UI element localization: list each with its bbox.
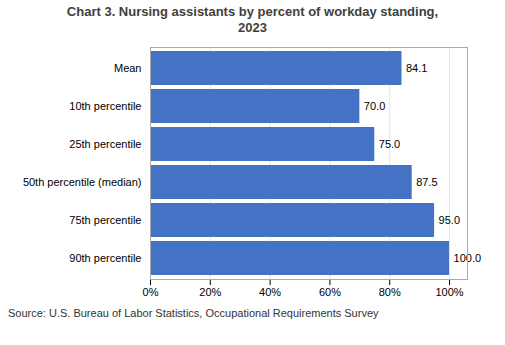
svg-text:84.1: 84.1 — [406, 62, 427, 74]
svg-text:75.0: 75.0 — [379, 138, 400, 150]
svg-text:Mean: Mean — [114, 62, 142, 74]
svg-text:50th percentile (median): 50th percentile (median) — [23, 176, 142, 188]
svg-text:70.0: 70.0 — [364, 100, 385, 112]
svg-text:80%: 80% — [379, 286, 401, 298]
svg-text:25th percentile: 25th percentile — [69, 138, 141, 150]
svg-text:60%: 60% — [319, 286, 341, 298]
svg-text:0%: 0% — [143, 286, 159, 298]
html-text:Chart 3. Nursing assistants by: Chart 3. Nursing assistants by percent o… — [66, 4, 439, 36]
svg-text:100%: 100% — [435, 286, 463, 298]
html-text:Source: U.S. Bureau of Labor S: Source: U.S. Bureau of Labor Statistics,… — [8, 306, 379, 319]
svg-text:10th percentile: 10th percentile — [69, 100, 141, 112]
svg-text:40%: 40% — [259, 286, 281, 298]
svg-text:87.5: 87.5 — [416, 176, 437, 188]
svg-text:90th percentile: 90th percentile — [69, 252, 141, 264]
svg-text:75th percentile: 75th percentile — [69, 214, 141, 226]
svg-text:20%: 20% — [199, 286, 221, 298]
svg-text:100.0: 100.0 — [453, 251, 482, 264]
svg-text:95.0: 95.0 — [439, 214, 460, 226]
